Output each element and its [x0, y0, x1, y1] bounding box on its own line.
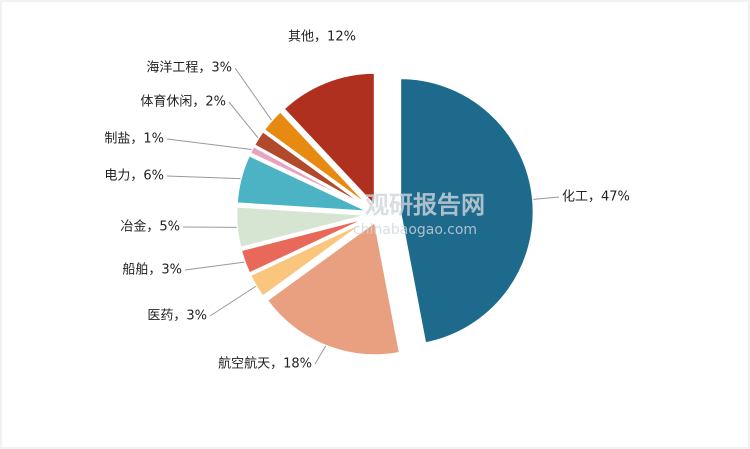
leader-line	[314, 345, 327, 365]
leader-line	[166, 138, 252, 151]
data-label: 其他，12%	[288, 30, 356, 45]
watermark-title: 观研报告网	[365, 191, 485, 219]
data-label: 体育休闲，2%	[140, 94, 226, 110]
pie-slice	[239, 215, 372, 276]
data-label: 医药，3%	[147, 309, 207, 324]
leader-line	[209, 285, 257, 317]
data-label: 冶金，5%	[120, 219, 180, 235]
data-label: 海洋工程，3%	[146, 61, 232, 76]
data-label: 制盐，1%	[104, 132, 164, 147]
leader-line	[234, 67, 272, 121]
data-label: 船舶，3%	[122, 262, 182, 278]
data-label: 航空航天，18%	[218, 356, 312, 372]
pie-slice	[264, 219, 402, 357]
data-label: 电力，6%	[104, 169, 164, 184]
pie-slice	[281, 71, 377, 210]
leader-line	[533, 196, 560, 200]
leader-line	[184, 261, 245, 271]
watermark-url: chinabaogao.com	[353, 222, 477, 238]
pie-slice	[261, 109, 373, 210]
pie-slice	[235, 153, 371, 214]
pie-slice	[398, 76, 536, 346]
pie-slice	[234, 205, 371, 250]
leader-line	[166, 175, 241, 180]
leader-line	[228, 101, 259, 139]
data-label: 化工，47%	[562, 190, 630, 205]
